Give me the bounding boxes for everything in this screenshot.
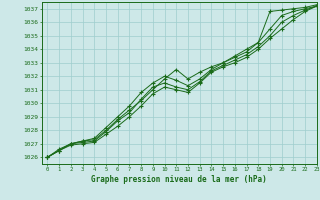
X-axis label: Graphe pression niveau de la mer (hPa): Graphe pression niveau de la mer (hPa) (91, 175, 267, 184)
